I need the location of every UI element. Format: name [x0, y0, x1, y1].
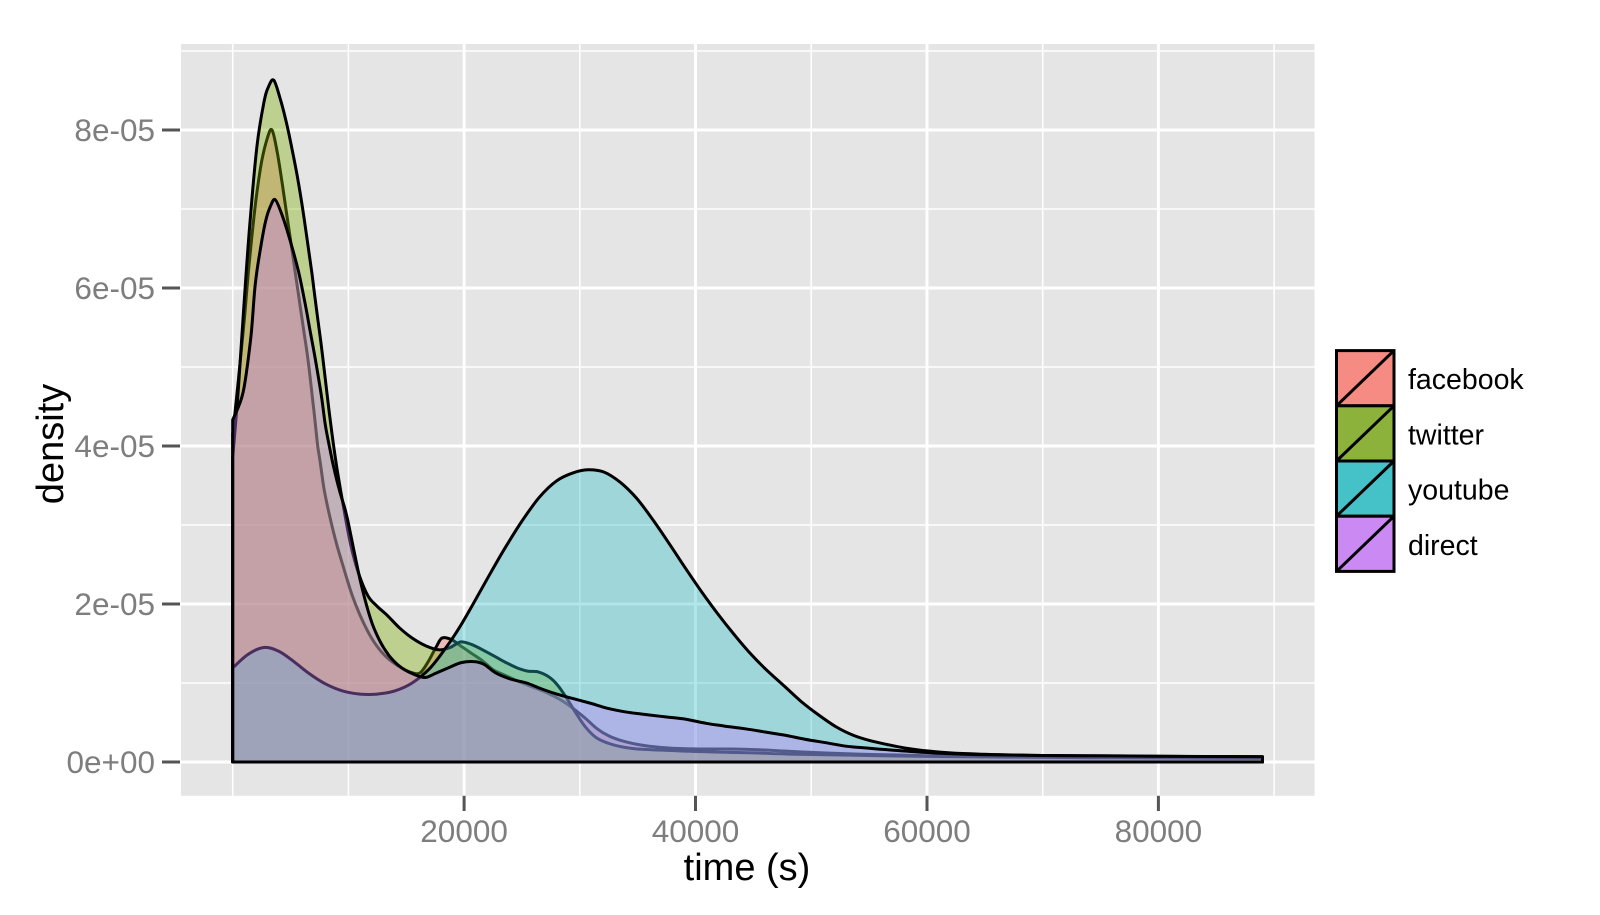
svg-text:youtube: youtube — [1408, 475, 1509, 507]
svg-text:2e-05: 2e-05 — [74, 586, 155, 622]
svg-text:0e+00: 0e+00 — [67, 744, 155, 780]
svg-text:density: density — [30, 384, 72, 504]
svg-text:40000: 40000 — [652, 813, 740, 849]
svg-text:80000: 80000 — [1115, 813, 1203, 849]
svg-text:facebook: facebook — [1408, 364, 1524, 396]
svg-text:direct: direct — [1408, 530, 1478, 562]
svg-text:time (s): time (s) — [684, 847, 811, 889]
svg-text:4e-05: 4e-05 — [74, 428, 155, 464]
svg-text:6e-05: 6e-05 — [74, 270, 155, 306]
svg-text:60000: 60000 — [883, 813, 971, 849]
svg-text:8e-05: 8e-05 — [74, 112, 155, 148]
svg-text:20000: 20000 — [420, 813, 508, 849]
svg-text:twitter: twitter — [1408, 419, 1485, 451]
